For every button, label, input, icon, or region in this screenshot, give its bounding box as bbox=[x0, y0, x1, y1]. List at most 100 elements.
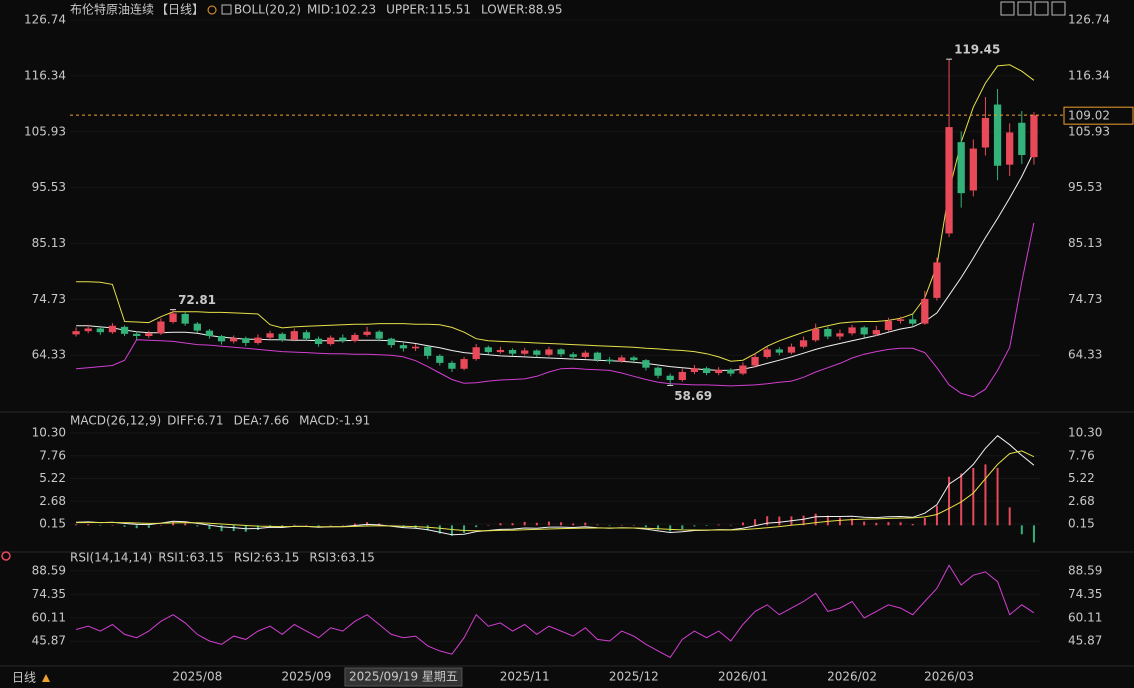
candle-body bbox=[133, 333, 141, 336]
period-arrow[interactable] bbox=[42, 674, 50, 682]
candle-body bbox=[799, 340, 808, 347]
y-tick-label-right: 60.11 bbox=[1068, 610, 1102, 624]
candle-body bbox=[424, 346, 432, 356]
candle-body bbox=[787, 346, 796, 353]
macd-bar bbox=[741, 522, 744, 526]
macd-bar bbox=[366, 522, 369, 526]
period-icon bbox=[207, 5, 217, 15]
macd-bar bbox=[729, 524, 732, 526]
tool-icon[interactable] bbox=[1034, 1, 1049, 16]
toolbar-icons[interactable] bbox=[1000, 1, 1066, 16]
candle-body bbox=[545, 349, 553, 355]
macd-bar bbox=[972, 467, 975, 526]
macd-bar bbox=[208, 525, 211, 530]
macd-bar bbox=[887, 522, 890, 526]
macd-bar bbox=[766, 516, 769, 526]
candle-body bbox=[824, 329, 832, 337]
candle-body bbox=[375, 331, 383, 339]
y-tick-label: 0.15 bbox=[39, 516, 66, 530]
candle-body bbox=[690, 368, 699, 372]
x-tick-label: 2025/11 bbox=[500, 670, 550, 684]
macd-bar bbox=[754, 519, 757, 526]
y-tick-label: 126.74 bbox=[24, 13, 66, 27]
candle-body bbox=[484, 347, 492, 353]
candle-body bbox=[157, 321, 165, 334]
macd-bar bbox=[705, 525, 708, 526]
legend-text: 布伦特原油连续 bbox=[70, 2, 154, 17]
macd-bar bbox=[1032, 525, 1035, 543]
y-tick-label: 74.35 bbox=[32, 587, 66, 601]
macd-bar bbox=[123, 525, 126, 527]
candle-body bbox=[921, 298, 929, 324]
y-tick-label: 7.76 bbox=[39, 448, 66, 462]
y-tick-label-right: 105.93 bbox=[1068, 124, 1110, 138]
macd-bar bbox=[693, 525, 696, 527]
macd-bar bbox=[535, 522, 538, 526]
macd-bar bbox=[1020, 525, 1023, 535]
legend-text: RSI3:63.15 bbox=[309, 551, 375, 565]
macd-bar bbox=[1008, 507, 1011, 526]
x-tick-label: 2025/09 bbox=[282, 670, 332, 684]
candle-body bbox=[933, 262, 941, 298]
y-tick-label-right: 74.73 bbox=[1068, 292, 1102, 306]
macd-bar bbox=[147, 525, 150, 528]
legend-text: RSI(14,14,14) bbox=[70, 551, 152, 565]
macd-bar bbox=[620, 524, 623, 526]
legend-text: RSI1:63.15 bbox=[158, 551, 224, 565]
high-label: 119.45 bbox=[954, 43, 1000, 57]
candle-body bbox=[581, 352, 589, 357]
tool-icon[interactable] bbox=[1017, 1, 1032, 16]
y-tick-label-right: 95.53 bbox=[1068, 180, 1102, 194]
candle-body bbox=[969, 148, 977, 191]
candle-body bbox=[302, 332, 311, 339]
macd-bar bbox=[669, 525, 672, 532]
y-tick-label-right: 74.35 bbox=[1068, 587, 1102, 601]
macd-bar bbox=[305, 525, 308, 526]
macd-bar bbox=[960, 473, 963, 526]
candle-body bbox=[448, 362, 456, 369]
candle-body bbox=[763, 349, 771, 357]
y-tick-label: 105.93 bbox=[24, 124, 66, 138]
candle-body bbox=[569, 354, 577, 357]
y-tick-label: 116.34 bbox=[24, 68, 66, 82]
y-tick-label-right: 5.22 bbox=[1068, 471, 1095, 485]
macd-bar bbox=[996, 467, 999, 526]
macd-bar bbox=[851, 518, 854, 526]
tool-icon[interactable] bbox=[1000, 1, 1015, 16]
candle-body bbox=[363, 331, 371, 335]
macd-bar bbox=[220, 525, 223, 532]
macd-bar bbox=[838, 517, 841, 526]
macd-bar bbox=[632, 525, 635, 526]
macd-bar bbox=[511, 523, 514, 526]
candle-body bbox=[508, 349, 517, 354]
macd-bar bbox=[657, 525, 660, 530]
candle-body bbox=[472, 347, 480, 360]
candle-body bbox=[896, 319, 905, 321]
candle-body bbox=[678, 371, 686, 381]
macd-bar bbox=[608, 525, 611, 526]
candle-body bbox=[108, 325, 117, 333]
candle-body bbox=[1018, 122, 1026, 156]
legend-text: 【日线】 bbox=[156, 3, 204, 17]
candle-body bbox=[1006, 132, 1014, 165]
candle-body bbox=[533, 350, 541, 355]
candle-body bbox=[836, 333, 844, 337]
macd-bar bbox=[984, 464, 987, 526]
candle-body bbox=[496, 349, 505, 353]
candle-body bbox=[181, 313, 189, 324]
cursor-date-label: 2025/09/19 星期五 bbox=[349, 670, 458, 684]
candle-body bbox=[266, 333, 274, 338]
tool-icon[interactable] bbox=[1051, 1, 1066, 16]
macd-line bbox=[76, 435, 1035, 536]
macd-bar bbox=[75, 524, 78, 526]
macd-bar bbox=[293, 524, 296, 526]
high-label: 72.81 bbox=[178, 293, 216, 307]
y-tick-label: 74.73 bbox=[32, 292, 66, 306]
candle-body bbox=[666, 375, 674, 381]
macd-bar bbox=[802, 515, 805, 526]
candle-body bbox=[909, 319, 917, 324]
settings-icon[interactable] bbox=[1, 551, 11, 561]
candle-body bbox=[775, 349, 783, 353]
macd-bar bbox=[596, 524, 599, 526]
